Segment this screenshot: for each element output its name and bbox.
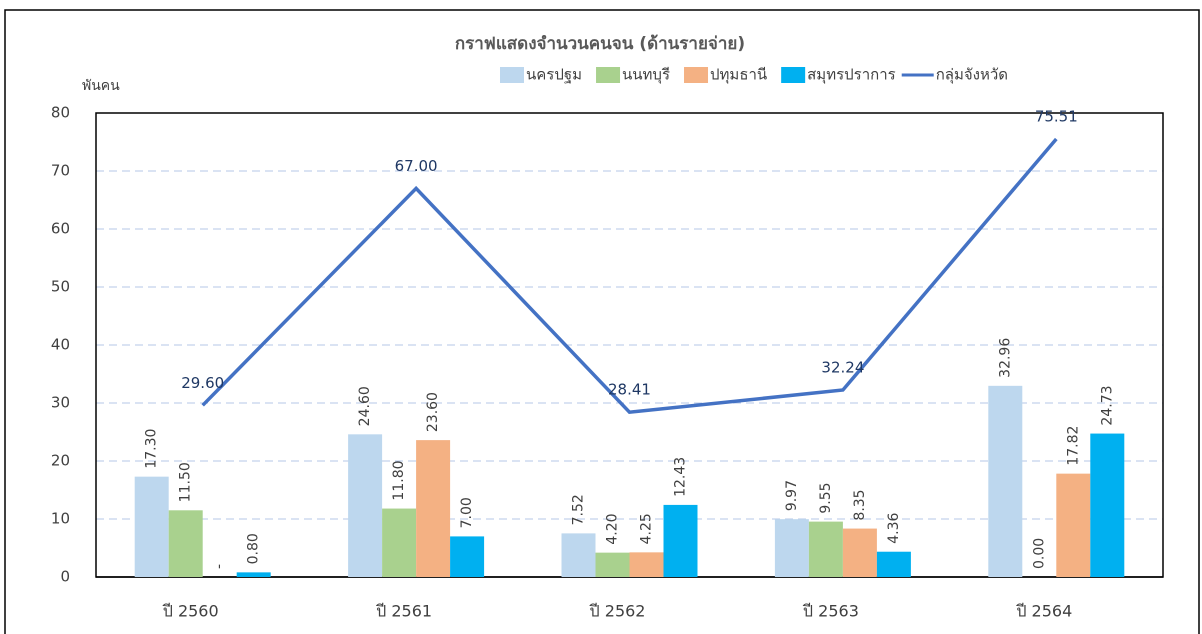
bar bbox=[663, 504, 698, 577]
data-label: 4.20 bbox=[605, 513, 621, 544]
data-label: 7.52 bbox=[571, 494, 587, 525]
bar bbox=[842, 528, 877, 577]
data-label: 0.00 bbox=[1031, 538, 1047, 569]
data-label: 17.82 bbox=[1065, 426, 1081, 466]
bar bbox=[416, 440, 451, 577]
bar bbox=[450, 536, 485, 577]
line-data-label: 75.51 bbox=[1035, 108, 1078, 126]
legend-label: นนทบุรี bbox=[622, 66, 670, 85]
legend-swatch bbox=[596, 67, 621, 83]
bar bbox=[988, 385, 1023, 577]
line-data-label: 28.41 bbox=[608, 381, 651, 399]
legend-label: ปทุมธานี bbox=[710, 66, 767, 85]
data-label: 9.55 bbox=[818, 482, 834, 513]
data-label: - bbox=[212, 564, 228, 569]
data-label: 8.35 bbox=[852, 489, 868, 520]
data-label: 23.60 bbox=[425, 392, 441, 432]
y-tick-label: 80 bbox=[51, 104, 70, 122]
bar bbox=[236, 572, 271, 577]
bar bbox=[1056, 473, 1091, 577]
legend-swatch bbox=[781, 67, 806, 83]
chart-title: กราฟแสดงจำนวนคนจน (ด้านรายจ่าย) bbox=[455, 34, 745, 54]
data-label: 12.43 bbox=[673, 457, 689, 497]
bar bbox=[382, 508, 417, 577]
y-tick-label: 50 bbox=[51, 278, 70, 296]
x-tick-label: ปี 2562 bbox=[589, 602, 645, 621]
data-label: 11.50 bbox=[178, 462, 194, 502]
data-label: 32.96 bbox=[997, 338, 1013, 378]
y-tick-label: 20 bbox=[51, 452, 70, 470]
data-label: 4.36 bbox=[886, 512, 902, 543]
line-data-label: 32.24 bbox=[821, 359, 864, 377]
data-label: 24.60 bbox=[357, 386, 373, 426]
bar bbox=[629, 552, 664, 577]
data-label: 24.73 bbox=[1099, 385, 1115, 425]
data-label: 4.25 bbox=[639, 513, 655, 544]
legend-swatch bbox=[500, 67, 524, 83]
y-tick-label: 60 bbox=[51, 220, 70, 238]
data-label: 17.30 bbox=[144, 429, 160, 469]
legend-label: นครปฐม bbox=[526, 66, 582, 84]
line-data-label: 67.00 bbox=[395, 157, 438, 175]
x-tick-label: ปี 2564 bbox=[1016, 602, 1072, 621]
x-tick-label: ปี 2563 bbox=[803, 602, 859, 621]
bar bbox=[348, 434, 383, 577]
y-tick-label: 10 bbox=[51, 510, 70, 528]
bar bbox=[1090, 433, 1125, 577]
data-label: 9.97 bbox=[784, 480, 800, 511]
y-tick-label: 0 bbox=[60, 568, 70, 586]
y-tick-label: 40 bbox=[51, 336, 70, 354]
line bbox=[201, 137, 1058, 415]
bar bbox=[876, 551, 911, 577]
bar bbox=[808, 521, 843, 577]
y-tick-label: 70 bbox=[51, 162, 70, 180]
line-data-label: 29.60 bbox=[181, 374, 224, 392]
x-tick-label: ปี 2561 bbox=[376, 602, 432, 621]
data-label: 0.80 bbox=[246, 533, 262, 564]
bar bbox=[774, 519, 809, 577]
bar bbox=[168, 510, 203, 577]
data-label: 7.00 bbox=[459, 497, 475, 528]
x-tick-label: ปี 2560 bbox=[162, 602, 218, 621]
bar bbox=[595, 552, 630, 577]
legend-label: กลุ่มจังหวัด bbox=[936, 66, 1008, 85]
data-label: 11.80 bbox=[391, 460, 407, 500]
y-axis-label: พันคน bbox=[82, 78, 120, 94]
bar bbox=[134, 476, 169, 577]
legend-label: สมุทรปราการ bbox=[807, 66, 896, 85]
legend-swatch bbox=[684, 67, 709, 83]
bar bbox=[561, 533, 596, 577]
y-tick-label: 30 bbox=[51, 394, 70, 412]
